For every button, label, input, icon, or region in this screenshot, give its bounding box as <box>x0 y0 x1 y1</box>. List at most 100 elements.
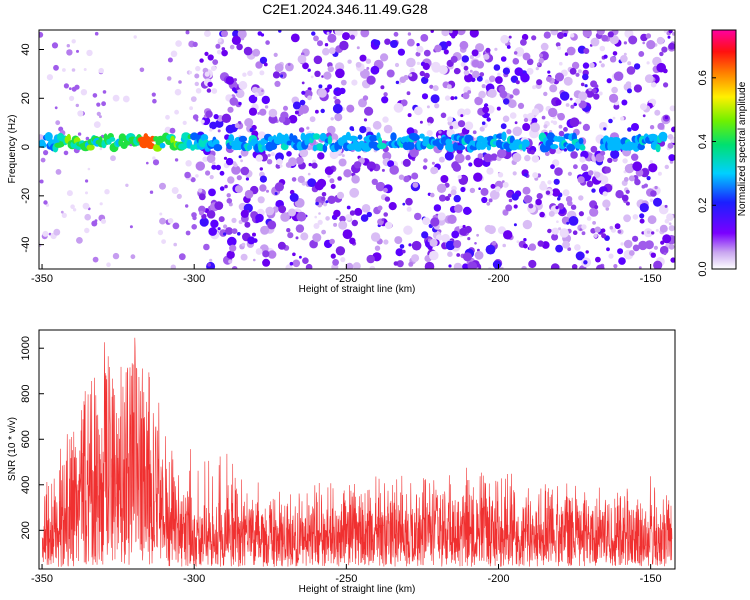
noise-blob <box>512 88 520 96</box>
noise-blob <box>559 228 569 238</box>
noise-blob <box>526 67 534 75</box>
noise-blob <box>454 96 458 100</box>
noise-blob <box>646 230 651 234</box>
noise-blob <box>300 232 309 241</box>
noise-blob <box>278 30 282 33</box>
noise-blob <box>584 84 588 88</box>
noise-blob <box>345 262 354 269</box>
top-y-tick-label: 20 <box>20 92 32 104</box>
noise-blob <box>544 151 550 157</box>
noise-blob <box>445 40 452 47</box>
noise-blob <box>555 99 562 106</box>
noise-blob <box>551 188 561 197</box>
noise-blob <box>184 171 191 179</box>
noise-blob <box>71 39 76 44</box>
noise-blob <box>310 75 314 79</box>
noise-blob <box>557 112 565 121</box>
noise-blob <box>259 108 267 116</box>
noise-blob <box>185 230 191 236</box>
noise-blob <box>76 49 79 53</box>
noise-blob <box>170 50 178 58</box>
noise-blob <box>453 194 461 203</box>
noise-blob <box>620 242 624 246</box>
noise-blob <box>447 251 453 257</box>
noise-blob <box>613 71 624 81</box>
noise-blob <box>474 250 484 260</box>
noise-blob <box>490 183 496 189</box>
noise-blob <box>339 215 346 223</box>
noise-blob <box>122 95 130 103</box>
noise-blob <box>194 73 200 79</box>
noise-blob <box>353 161 362 169</box>
noise-blob <box>528 203 534 209</box>
noise-blob <box>338 158 347 167</box>
noise-blob <box>262 250 270 258</box>
signal-band-blob <box>405 141 415 150</box>
noise-blob <box>577 176 585 184</box>
noise-blob <box>554 167 563 176</box>
noise-blob <box>556 220 559 223</box>
noise-blob <box>497 172 504 178</box>
noise-blob <box>292 252 296 257</box>
noise-blob <box>420 34 429 42</box>
noise-blob <box>274 182 284 192</box>
noise-blob <box>43 150 49 156</box>
noise-blob <box>627 127 632 132</box>
noise-blob <box>558 130 565 137</box>
noise-blob <box>242 72 247 77</box>
noise-blob <box>672 32 675 36</box>
noise-blob <box>408 72 418 82</box>
noise-blob <box>572 230 578 235</box>
noise-blob <box>620 55 628 63</box>
signal-band-blob <box>327 135 333 145</box>
bottom-x-tick-label: -150 <box>640 573 662 585</box>
noise-blob <box>82 202 90 210</box>
noise-blob <box>541 115 546 120</box>
noise-blob <box>112 94 120 102</box>
noise-blob <box>98 115 102 119</box>
noise-blob <box>257 112 261 115</box>
noise-blob <box>402 202 406 206</box>
noise-blob <box>600 63 605 68</box>
noise-blob <box>175 40 182 47</box>
noise-blob <box>267 220 277 230</box>
noise-blob <box>514 121 518 125</box>
noise-blob <box>663 252 667 256</box>
noise-blob <box>229 44 235 50</box>
noise-blob <box>555 244 563 253</box>
noise-blob <box>317 152 325 160</box>
noise-blob <box>247 236 256 245</box>
noise-blob <box>403 225 413 235</box>
noise-blob <box>625 81 632 87</box>
noise-blob <box>227 106 234 113</box>
noise-blob <box>257 131 266 140</box>
noise-blob <box>209 128 213 132</box>
noise-blob <box>51 42 59 49</box>
noise-blob <box>477 248 480 252</box>
noise-blob <box>408 243 412 247</box>
noise-blob <box>632 161 643 172</box>
noise-blob <box>170 264 176 269</box>
noise-blob <box>623 41 628 45</box>
noise-blob <box>582 123 591 131</box>
noise-blob <box>523 195 533 204</box>
noise-blob <box>327 65 334 73</box>
noise-blob <box>543 124 548 129</box>
noise-blob <box>582 73 589 81</box>
noise-blob <box>225 227 233 235</box>
noise-blob <box>507 99 517 109</box>
noise-blob <box>285 264 293 269</box>
noise-blob <box>663 82 669 88</box>
noise-blob <box>355 61 362 68</box>
noise-blob <box>341 154 345 158</box>
noise-blob <box>613 103 620 110</box>
noise-blob <box>441 30 450 37</box>
noise-blob <box>628 175 635 182</box>
signal-band-blob <box>578 137 584 145</box>
noise-blob <box>223 224 228 229</box>
noise-blob <box>550 164 555 170</box>
colorbar-tick-label: 0.4 <box>697 134 709 149</box>
noise-blob <box>498 85 506 93</box>
noise-blob <box>664 164 669 170</box>
noise-blob <box>240 166 250 176</box>
